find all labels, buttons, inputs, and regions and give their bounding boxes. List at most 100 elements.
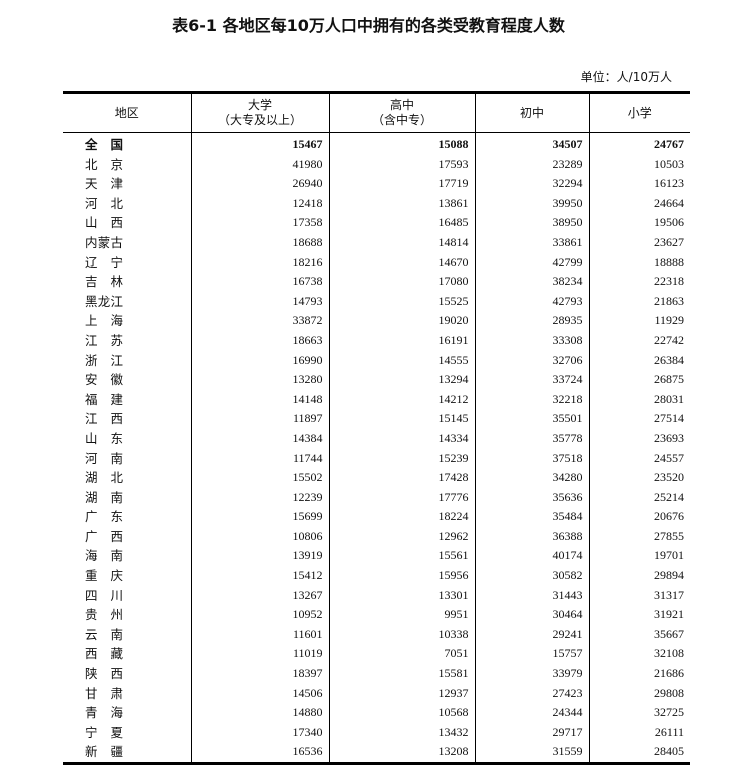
region-name: 云南: [85, 626, 123, 642]
cell-primary: 23693: [588, 428, 690, 449]
cell-university: 18397: [190, 664, 329, 684]
cell-region: 湖北: [63, 468, 191, 488]
cell-junior-high: 35636: [474, 487, 589, 508]
cell-junior-high: 33308: [474, 330, 589, 351]
cell-region: 黑龙江: [63, 292, 191, 312]
region-name: 西藏: [85, 646, 123, 662]
table-row: 上海 33872 19020 28935 11929: [63, 311, 690, 331]
region-name: 青海: [85, 705, 123, 721]
region-name: 山东: [85, 430, 123, 446]
cell-university: 12239: [190, 487, 329, 508]
cell-primary: 25214: [588, 487, 690, 508]
unit-label: 单位：人/10万人: [580, 70, 672, 84]
header-label: 高中: [389, 98, 414, 112]
cell-junior-high: 30582: [474, 566, 589, 586]
region-name: 四川: [85, 587, 123, 603]
region-name: 浙江: [85, 352, 123, 368]
region-name: 广东: [85, 509, 123, 525]
table-row: 天津 26940 17719 32294 16123: [63, 174, 690, 194]
region-name: 黑龙江: [85, 293, 123, 309]
cell-primary: 26111: [588, 722, 690, 743]
table-row: 湖南 12239 17776 35636 25214: [63, 487, 690, 508]
cell-primary: 31921: [588, 605, 690, 625]
region-name: 江西: [85, 411, 123, 427]
cell-region: 陕西: [63, 664, 191, 684]
header-label: 初中: [519, 105, 544, 120]
cell-junior-high: 34280: [474, 468, 589, 488]
cell-high-school: 17428: [328, 468, 475, 488]
cell-region: 天津: [63, 174, 191, 194]
cell-university: 14880: [190, 703, 329, 723]
cell-region: 青海: [63, 703, 191, 723]
cell-high-school: 17776: [328, 487, 475, 508]
cell-region: 北京: [63, 155, 191, 175]
cell-region: 甘肃: [63, 684, 191, 704]
cell-junior-high: 33861: [474, 232, 589, 253]
cell-high-school: 14334: [328, 428, 475, 449]
cell-university: 26940: [190, 174, 329, 194]
cell-university: 11744: [190, 448, 329, 469]
cell-high-school: 16191: [328, 330, 475, 351]
cell-university: 14793: [190, 291, 329, 312]
cell-junior-high: 32218: [474, 389, 589, 410]
cell-junior-high: 31559: [474, 742, 589, 764]
region-name: 河北: [85, 195, 123, 211]
cell-high-school: 18224: [328, 507, 475, 527]
table-row: 内蒙古 18688 14814 33861 23627: [63, 232, 690, 253]
cell-university: 17358: [190, 213, 329, 233]
region-name: 广西: [85, 528, 123, 544]
cell-high-school: 13294: [328, 370, 475, 390]
table-row: 西藏 11019 7051 15757 32108: [63, 644, 690, 665]
cell-primary: 27855: [588, 526, 690, 547]
cell-high-school: 15239: [328, 448, 475, 469]
table-row: 江苏 18663 16191 33308 22742: [63, 330, 690, 351]
cell-high-school: 15581: [328, 664, 475, 684]
region-name: 湖南: [85, 489, 123, 505]
header-label: 地区: [114, 105, 139, 120]
cell-primary: 20676: [588, 507, 690, 527]
header-label: 小学: [627, 105, 652, 120]
cell-university: 13280: [190, 370, 329, 390]
cell-junior-high: 27423: [474, 683, 589, 704]
cell-region: 新疆: [63, 742, 191, 763]
cell-junior-high: 38950: [474, 213, 589, 233]
region-name: 重庆: [85, 568, 123, 584]
cell-primary: 19701: [588, 546, 690, 567]
cell-region: 辽宁: [63, 253, 191, 273]
table-row: 安徽 13280 13294 33724 26875: [63, 370, 690, 390]
cell-junior-high: 33979: [474, 664, 589, 684]
region-name: 辽宁: [85, 254, 123, 270]
table-row: 山东 14384 14334 35778 23693: [63, 428, 690, 449]
cell-junior-high: 34507: [474, 132, 589, 155]
cell-high-school: 12962: [328, 526, 475, 547]
cell-university: 15502: [190, 468, 329, 488]
cell-junior-high: 33724: [474, 370, 589, 390]
cell-university: 15467: [190, 132, 329, 155]
cell-primary: 23520: [588, 468, 690, 488]
table-row: 青海 14880 10568 24344 32725: [63, 703, 690, 723]
header-high-school: 高中 （含中专）: [328, 92, 475, 133]
table-row: 辽宁 18216 14670 42799 18888: [63, 252, 690, 273]
table-row: 陕西 18397 15581 33979 21686: [63, 664, 690, 684]
cell-high-school: 12937: [328, 683, 475, 704]
cell-high-school: 17719: [328, 174, 475, 194]
cell-university: 14506: [190, 683, 329, 704]
cell-junior-high: 36388: [474, 526, 589, 547]
cell-high-school: 13432: [328, 722, 475, 743]
cell-university: 16536: [190, 742, 329, 764]
table-row: 宁夏 17340 13432 29717 26111: [63, 722, 690, 743]
header-sublabel: （大专及以上）: [217, 113, 302, 127]
cell-high-school: 13861: [328, 193, 475, 214]
cell-university: 41980: [190, 154, 329, 175]
cell-primary: 29894: [588, 566, 690, 586]
cell-region: 四川: [63, 586, 191, 606]
cell-region: 内蒙古: [63, 233, 191, 253]
cell-junior-high: 42799: [474, 252, 589, 273]
region-name: 海南: [85, 548, 123, 564]
cell-junior-high: 35778: [474, 428, 589, 449]
region-name: 吉林: [85, 274, 123, 290]
cell-junior-high: 37518: [474, 448, 589, 469]
cell-region: 贵州: [63, 605, 191, 625]
cell-junior-high: 35484: [474, 507, 589, 527]
cell-primary: 27514: [588, 409, 690, 429]
